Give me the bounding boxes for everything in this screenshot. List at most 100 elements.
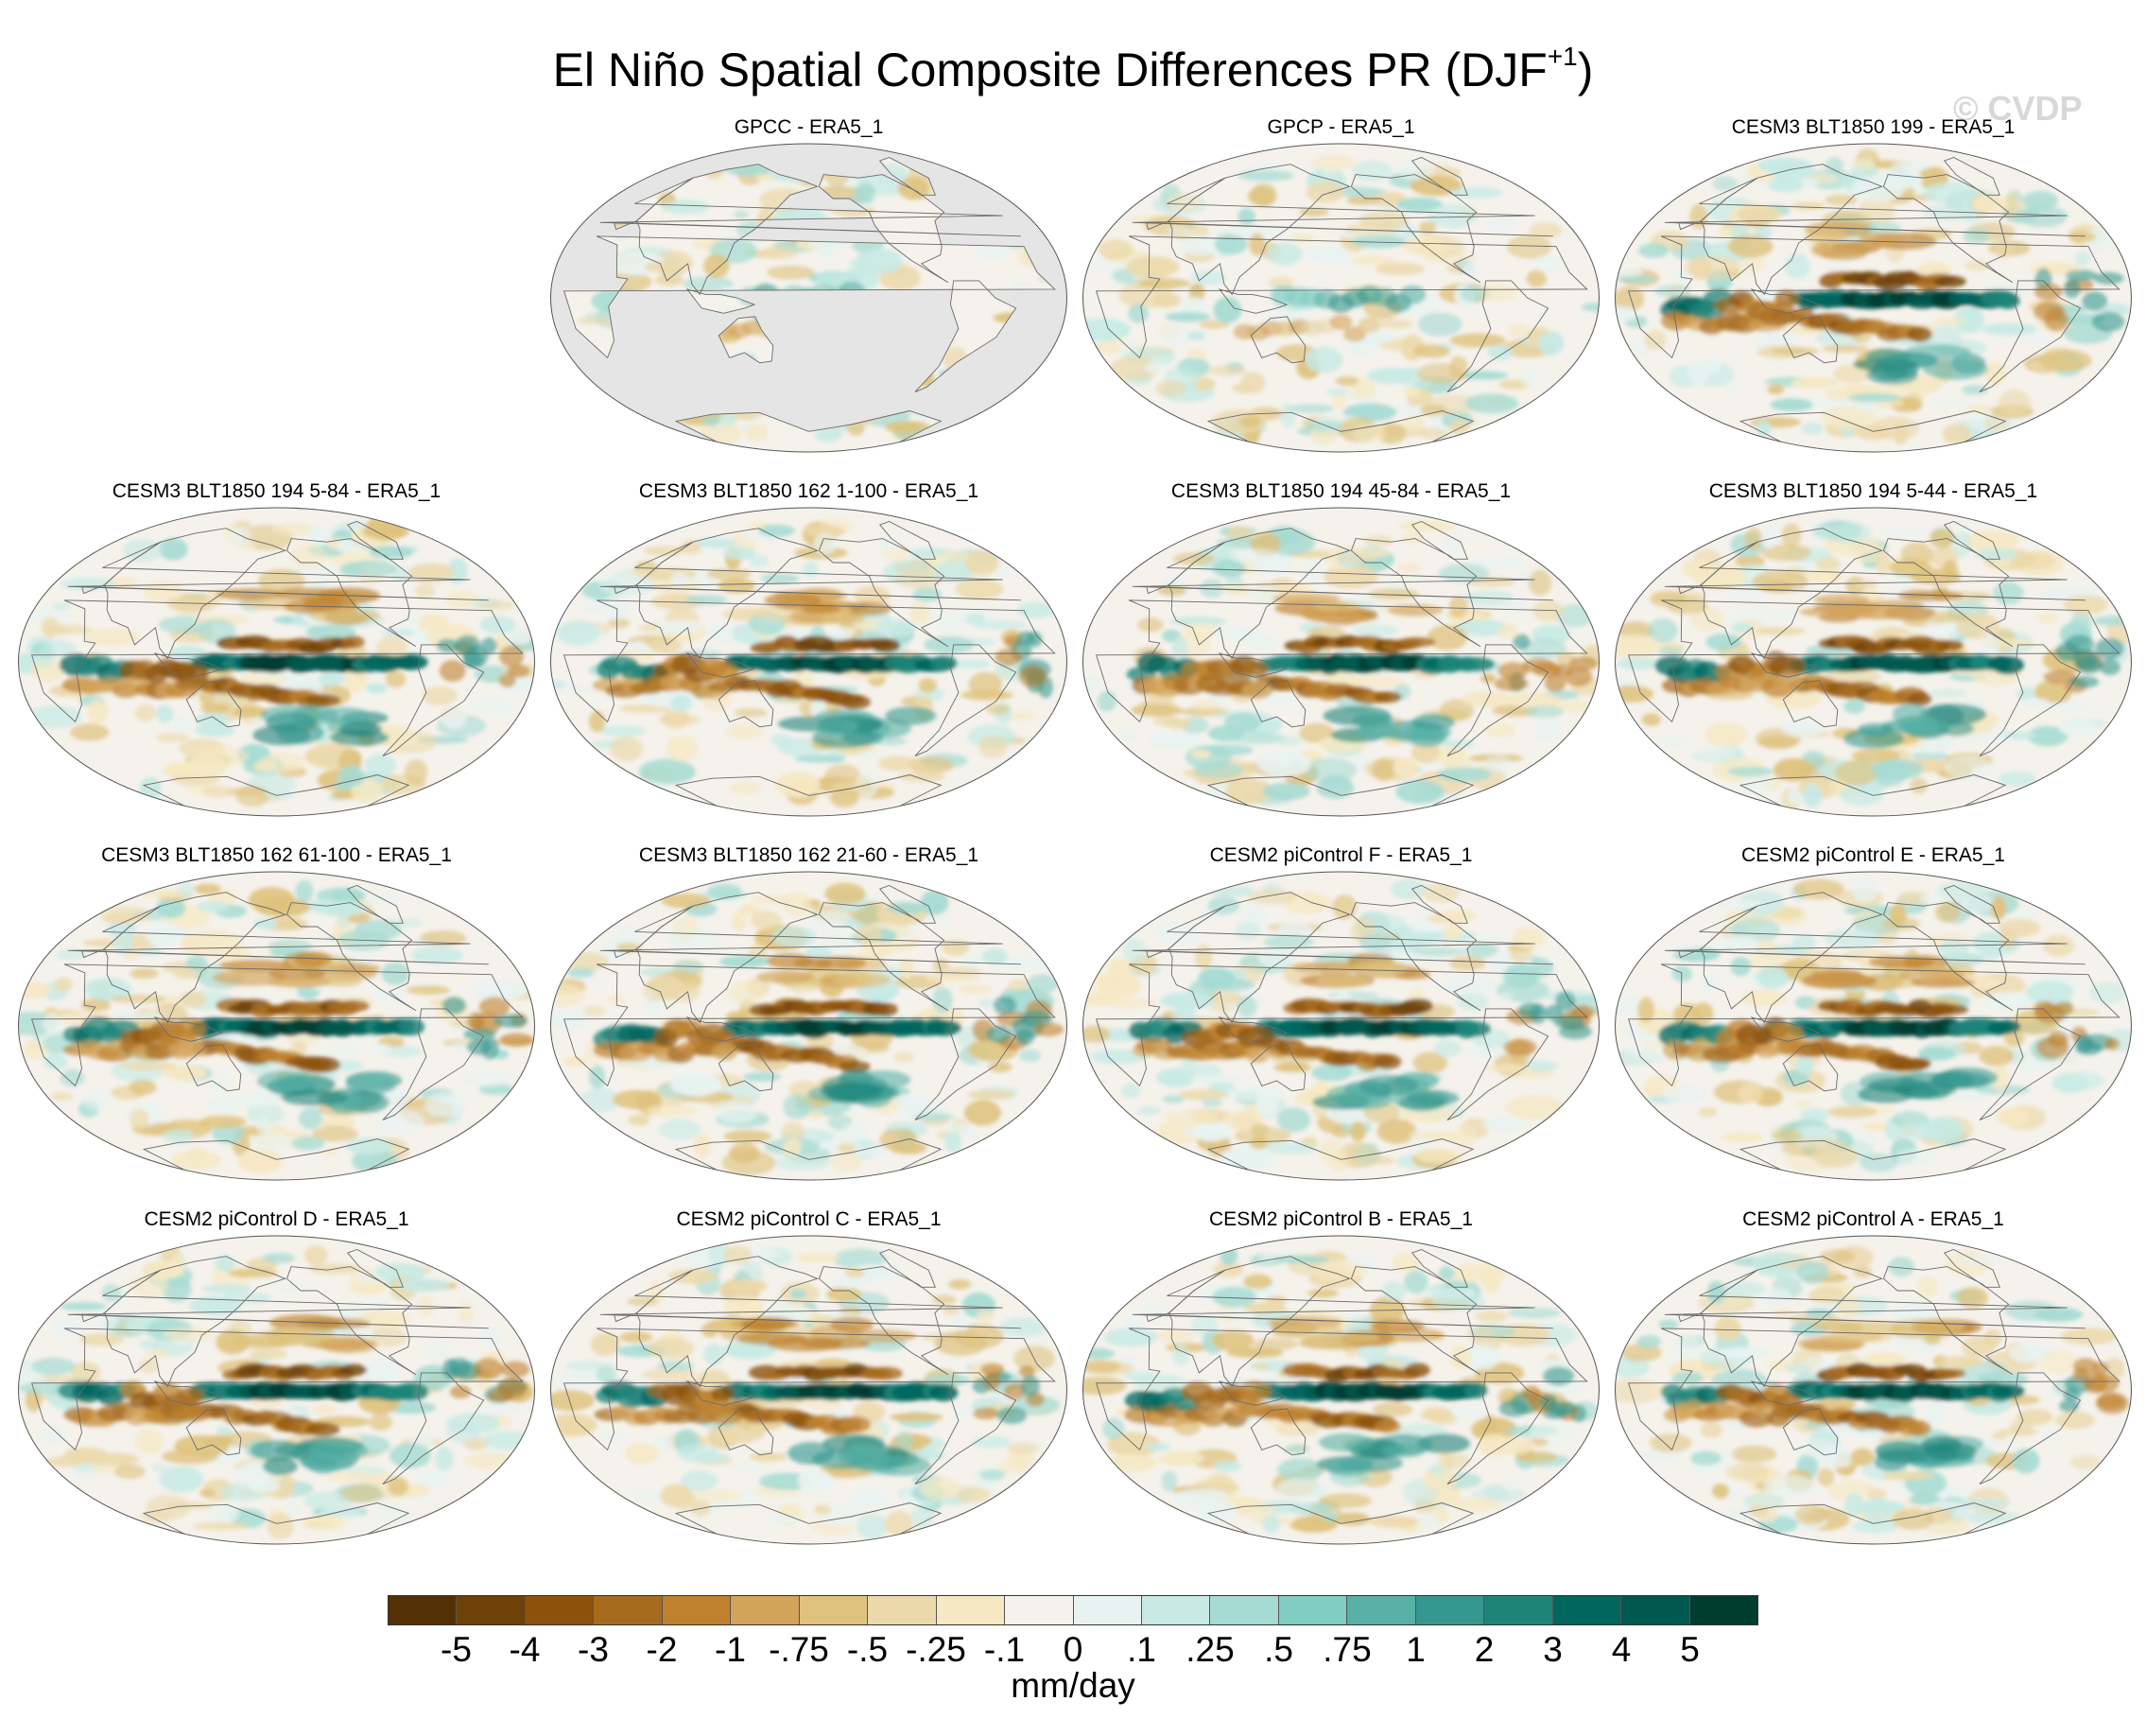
anomaly-blob [1276,1478,1328,1499]
anomaly-blob [1350,1120,1366,1142]
anomaly-blob [805,1110,825,1120]
anomaly-blob [802,562,819,578]
coastline-indonesia [1218,288,1289,314]
anomaly-blob [155,704,174,723]
anomaly-blob [215,1255,235,1273]
anomaly-blob [507,664,530,678]
anomaly-blob [895,1431,913,1452]
anomaly-blob [363,1360,400,1380]
anomaly-blob [2104,1357,2125,1380]
anomaly-blob [1241,901,1267,929]
anomaly-blob [1731,1445,1777,1463]
anomaly-blob [467,697,512,717]
coastline-asia [636,164,819,296]
anomaly-blob [1692,1002,1714,1025]
anomaly-blob [767,1336,843,1352]
anomaly-blob [694,1133,712,1159]
anomaly-blob [924,1373,971,1387]
anomaly-blob [1931,1003,1969,1016]
anomaly-blob [1165,311,1211,322]
anomaly-blob [666,736,699,762]
anomaly-blob [1391,878,1426,900]
anomaly-blob [1513,634,1531,650]
anomaly-blob [2034,1307,2084,1323]
coastline-antarctic [1739,1502,2007,1544]
anomaly-blob [1792,878,1844,900]
anomaly-blob [31,658,65,682]
anomaly-blob [1144,360,1168,374]
anomaly-blob [1417,1433,1470,1453]
anomaly-blob [464,1452,517,1469]
map-outline [1615,507,2132,817]
anomaly-blob [666,981,701,1002]
map-outline [1082,1235,1600,1545]
anomaly-blob [1417,312,1462,337]
anomaly-blob [1801,422,1824,435]
anomaly-blob [1857,579,1878,590]
anomaly-blob [185,955,208,972]
anomaly-blob [1098,238,1134,260]
anomaly-blob [1689,1464,1730,1476]
anomaly-blob [2093,271,2124,285]
anomaly-blob [1982,322,2036,336]
anomaly-blob [2046,702,2092,711]
anomaly-blob [822,1467,872,1479]
anomaly-blob [1166,192,1203,212]
anomaly-blob [1179,1089,1227,1101]
anomaly-blob [2040,1431,2057,1442]
anomaly-blob [1650,591,1687,607]
anomaly-blob [1834,759,1878,786]
anomaly-blob [1164,718,1191,729]
anomaly-blob [1781,720,1826,738]
anomaly-blob [1721,1132,1764,1143]
anomaly-blob [711,1385,735,1401]
anomaly-blob [1398,521,1456,531]
anomaly-blob [174,1017,207,1038]
colorbar-units: mm/day [1011,1666,1135,1705]
anomaly-blob [1850,1448,1875,1467]
anomaly-blob [1781,523,1802,547]
colorbar-box [1210,1596,1279,1624]
anomaly-blob [841,1446,891,1467]
world-map [550,1235,1067,1545]
anomaly-blob [1412,1051,1448,1074]
anomaly-blob [1201,1098,1222,1108]
anomaly-blob [82,1089,112,1111]
anomaly-blob [2009,1343,2046,1363]
anomaly-blob [18,1011,57,1035]
anomaly-blob [474,1358,503,1380]
anomaly-blob [995,649,1023,667]
anomaly-blob [301,1515,346,1530]
anomaly-blob [1843,700,1865,714]
anomaly-blob [1480,673,1497,684]
colorbar-box [1005,1596,1074,1624]
anomaly-blob [920,890,949,915]
anomaly-blob [953,1314,970,1331]
anomaly-blob [1002,956,1054,970]
anomaly-blob [996,1406,1028,1424]
anomaly-blob [610,736,644,762]
coastline-indonesia [1750,652,1821,678]
anomaly-blob [1082,1360,1121,1374]
anomaly-blob [26,705,82,729]
anomaly-blob [1190,269,1226,286]
anomaly-blob [2072,1358,2099,1375]
anomaly-blob [1714,1316,1741,1341]
anomaly-blob [221,1292,272,1304]
anomaly-blob [1867,1488,1887,1501]
anomaly-blob [1381,1443,1427,1458]
anomaly-blob [1497,623,1519,639]
anomaly-blob [1896,590,1964,601]
coastline-samerica [914,644,1017,757]
anomaly-blob [260,752,306,773]
anomaly-blob [1276,922,1313,940]
colorbar-tick-label: -.25 [906,1630,966,1669]
panel-title: CESM2 piControl B - ERA5_1 [1209,1208,1473,1230]
anomaly-blob [1919,894,1947,904]
anomaly-blob [1145,1443,1171,1451]
anomaly-blob [1794,1504,1828,1526]
coastline-europe [1132,905,1553,965]
map-panel: CESM3 BLT1850 162 21-60 - ERA5_1 [546,843,1071,1184]
anomaly-blob [1687,360,1710,385]
colorbar-box [662,1596,732,1624]
